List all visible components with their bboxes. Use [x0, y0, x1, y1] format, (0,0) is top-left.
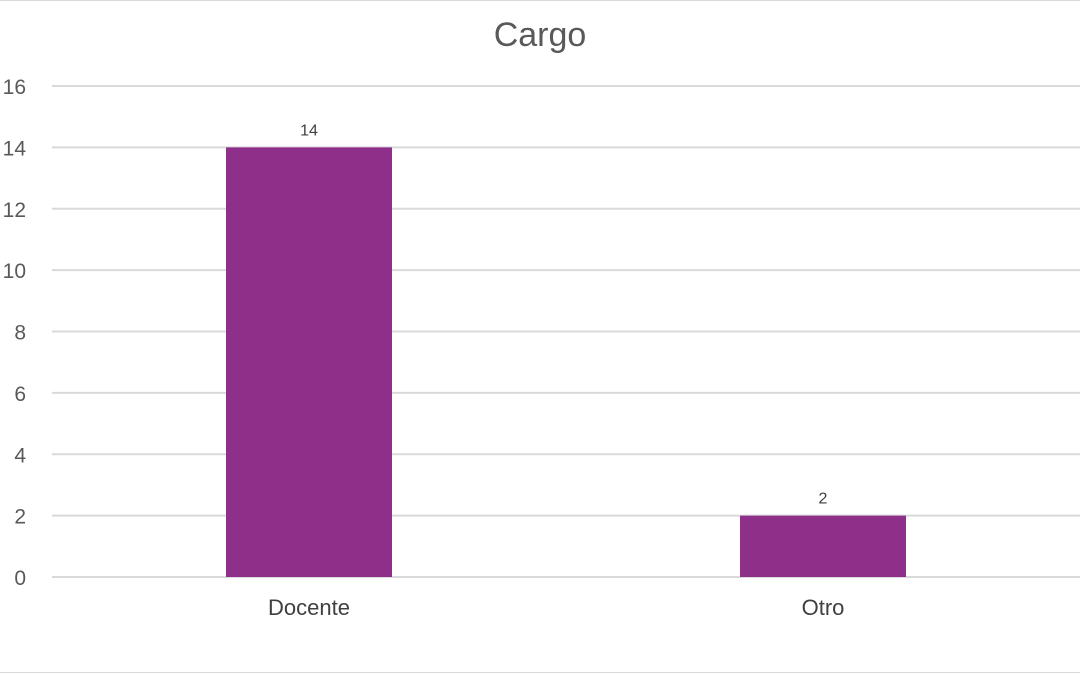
data-label: 14: [300, 122, 318, 139]
x-category-label: Otro: [802, 595, 845, 620]
bar: [226, 147, 392, 577]
y-tick-label: 14: [3, 137, 27, 160]
y-tick-label: 16: [3, 76, 26, 99]
y-tick-label: 2: [14, 506, 26, 529]
y-tick-label: 0: [14, 567, 26, 590]
x-category-label: Docente: [268, 595, 350, 620]
y-tick-label: 10: [3, 260, 26, 283]
chart-border-bottom: [0, 672, 1080, 673]
bar: [740, 515, 906, 577]
y-tick-label: 6: [14, 383, 26, 406]
chart-border-top: [0, 0, 1080, 1]
y-tick-label: 4: [14, 444, 26, 467]
y-tick-label: 12: [3, 199, 26, 222]
chart-title: Cargo: [493, 16, 587, 54]
data-label: 2: [819, 491, 828, 508]
y-tick-label: 8: [14, 322, 26, 345]
